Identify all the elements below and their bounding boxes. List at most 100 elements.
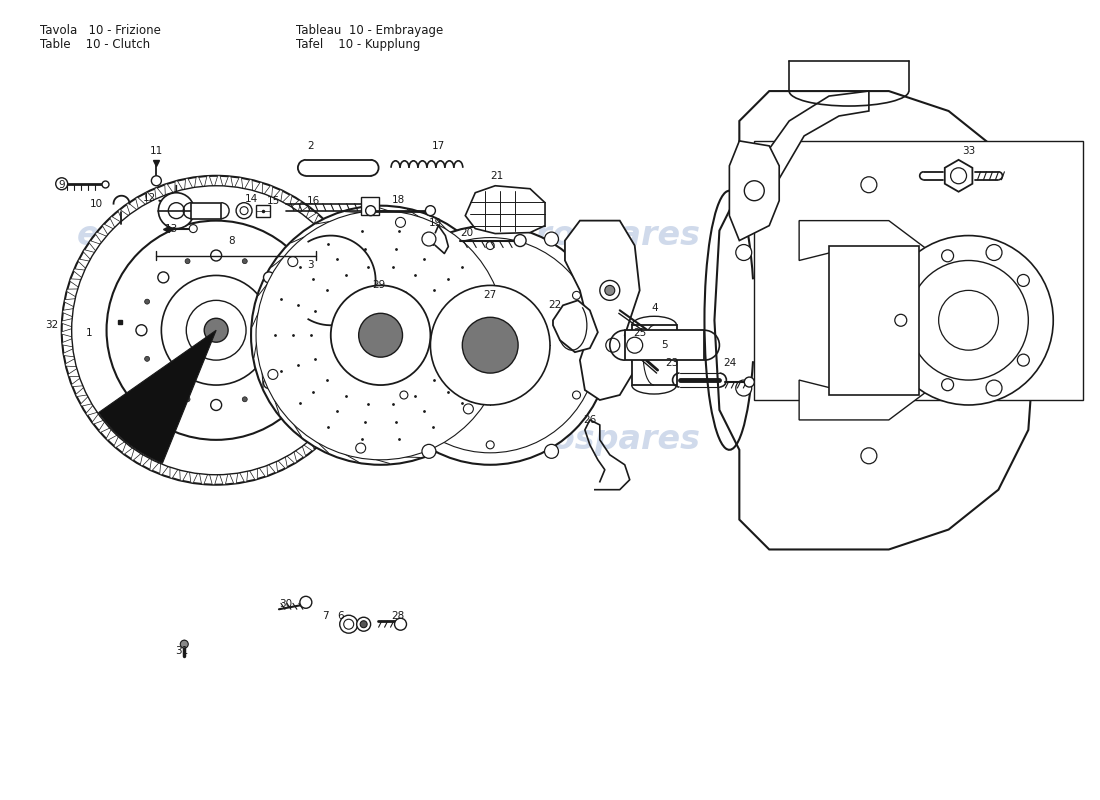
Polygon shape	[244, 179, 253, 193]
Text: 25: 25	[634, 328, 647, 338]
Text: 15: 15	[266, 196, 279, 206]
Text: Tableau  10 - Embrayage: Tableau 10 - Embrayage	[296, 24, 443, 38]
Circle shape	[162, 275, 271, 385]
Text: 17: 17	[432, 141, 446, 151]
Text: 1: 1	[86, 328, 92, 338]
Polygon shape	[341, 390, 354, 402]
Polygon shape	[89, 241, 102, 252]
Wedge shape	[99, 330, 217, 463]
Circle shape	[242, 258, 248, 264]
Text: 9: 9	[58, 180, 65, 190]
Polygon shape	[219, 472, 228, 485]
Text: 21: 21	[491, 170, 504, 181]
Polygon shape	[169, 465, 179, 478]
Circle shape	[340, 615, 358, 633]
Circle shape	[62, 176, 371, 485]
Polygon shape	[86, 404, 99, 415]
Bar	[625, 330, 704, 360]
Polygon shape	[131, 447, 143, 461]
Polygon shape	[175, 181, 184, 194]
Circle shape	[400, 391, 408, 399]
Circle shape	[736, 245, 751, 261]
Polygon shape	[102, 224, 116, 237]
Text: Tafel    10 - Kupplung: Tafel 10 - Kupplung	[296, 38, 420, 51]
Polygon shape	[359, 333, 371, 342]
Circle shape	[514, 234, 526, 246]
Circle shape	[462, 318, 518, 373]
Circle shape	[185, 258, 190, 264]
Circle shape	[240, 206, 249, 214]
Polygon shape	[224, 176, 233, 189]
Text: 32: 32	[45, 320, 58, 330]
Circle shape	[422, 232, 436, 246]
Circle shape	[426, 206, 436, 216]
Circle shape	[894, 314, 906, 326]
Circle shape	[572, 391, 581, 399]
Circle shape	[242, 397, 248, 402]
Polygon shape	[150, 458, 161, 470]
Circle shape	[544, 444, 559, 458]
Text: 24: 24	[723, 358, 736, 368]
Polygon shape	[72, 377, 85, 386]
Circle shape	[483, 291, 493, 301]
Polygon shape	[253, 182, 263, 195]
Circle shape	[356, 618, 371, 631]
Polygon shape	[323, 416, 337, 428]
Bar	[829, 246, 918, 395]
Text: 4: 4	[651, 303, 658, 314]
Polygon shape	[320, 228, 333, 240]
Polygon shape	[351, 284, 364, 293]
Polygon shape	[84, 250, 97, 261]
Polygon shape	[195, 177, 204, 190]
Text: 31: 31	[175, 646, 188, 656]
Circle shape	[861, 448, 877, 464]
Polygon shape	[945, 160, 972, 192]
Circle shape	[268, 370, 278, 379]
Polygon shape	[336, 400, 349, 410]
Polygon shape	[110, 217, 122, 230]
Polygon shape	[338, 331, 350, 339]
Text: 18: 18	[392, 194, 405, 205]
Polygon shape	[356, 303, 369, 313]
Text: 3: 3	[308, 261, 315, 270]
Polygon shape	[69, 279, 82, 288]
Polygon shape	[141, 453, 151, 466]
Polygon shape	[199, 472, 208, 484]
Circle shape	[486, 242, 494, 250]
Circle shape	[264, 272, 275, 283]
Text: 12: 12	[143, 193, 156, 202]
Circle shape	[56, 178, 68, 190]
Circle shape	[256, 210, 505, 460]
Text: eurospares: eurospares	[491, 219, 701, 252]
Polygon shape	[118, 210, 130, 222]
Circle shape	[572, 291, 581, 299]
Polygon shape	[799, 221, 928, 420]
Circle shape	[283, 299, 288, 304]
Polygon shape	[64, 348, 76, 357]
Text: 26: 26	[583, 415, 596, 425]
Circle shape	[152, 176, 162, 186]
Text: 29: 29	[372, 280, 385, 290]
Text: 14: 14	[244, 194, 257, 204]
Polygon shape	[99, 420, 112, 433]
Polygon shape	[209, 473, 218, 485]
Polygon shape	[294, 444, 306, 458]
Circle shape	[605, 286, 615, 295]
Circle shape	[359, 314, 403, 357]
Bar	[256, 205, 270, 217]
Polygon shape	[249, 466, 257, 480]
Circle shape	[371, 226, 609, 465]
Polygon shape	[352, 362, 365, 371]
Circle shape	[343, 619, 354, 630]
Circle shape	[157, 272, 168, 283]
Circle shape	[938, 290, 999, 350]
Circle shape	[600, 281, 619, 300]
Text: 11: 11	[150, 146, 163, 156]
Circle shape	[157, 378, 168, 389]
Circle shape	[400, 291, 408, 299]
Polygon shape	[63, 338, 75, 347]
Polygon shape	[67, 289, 80, 298]
Circle shape	[395, 618, 407, 630]
Polygon shape	[399, 302, 414, 316]
Polygon shape	[106, 428, 119, 440]
